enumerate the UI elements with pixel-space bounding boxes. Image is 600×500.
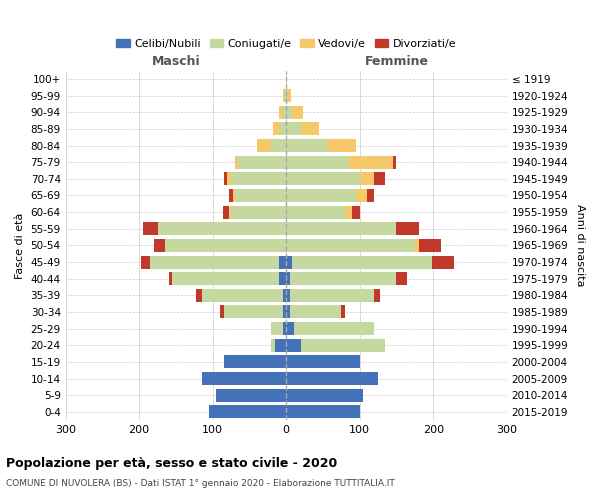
- Bar: [293, 322, 374, 335]
- Bar: [393, 156, 397, 168]
- Bar: [224, 306, 283, 318]
- Bar: [220, 306, 224, 318]
- Bar: [286, 122, 301, 136]
- Bar: [224, 172, 227, 186]
- Bar: [143, 222, 158, 235]
- Bar: [349, 156, 393, 168]
- Bar: [158, 222, 286, 235]
- Bar: [271, 322, 283, 335]
- Y-axis label: Anni di nascita: Anni di nascita: [575, 204, 585, 286]
- Bar: [150, 256, 279, 268]
- Text: Maschi: Maschi: [152, 55, 200, 68]
- Text: Popolazione per età, sesso e stato civile - 2020: Popolazione per età, sesso e stato civil…: [6, 458, 337, 470]
- Bar: [169, 272, 172, 285]
- Bar: [257, 139, 271, 152]
- Bar: [283, 289, 286, 302]
- Bar: [229, 206, 231, 218]
- Bar: [279, 106, 283, 118]
- Bar: [235, 189, 286, 202]
- Bar: [352, 206, 360, 218]
- Bar: [231, 206, 286, 218]
- Bar: [286, 256, 292, 268]
- Bar: [280, 122, 286, 136]
- Bar: [290, 306, 341, 318]
- Bar: [279, 256, 286, 268]
- Bar: [286, 289, 290, 302]
- Bar: [172, 272, 279, 285]
- Bar: [154, 239, 165, 252]
- Bar: [286, 189, 356, 202]
- Bar: [286, 339, 301, 351]
- Bar: [209, 406, 286, 418]
- Bar: [286, 206, 345, 218]
- Bar: [286, 356, 360, 368]
- Bar: [202, 289, 283, 302]
- Legend: Celibi/Nubili, Coniugati/e, Vedovi/e, Divorziati/e: Celibi/Nubili, Coniugati/e, Vedovi/e, Di…: [112, 34, 461, 53]
- Bar: [142, 256, 150, 268]
- Bar: [292, 106, 303, 118]
- Y-axis label: Fasce di età: Fasce di età: [15, 212, 25, 278]
- Text: Femmine: Femmine: [364, 55, 428, 68]
- Bar: [286, 372, 378, 385]
- Bar: [238, 156, 286, 168]
- Bar: [415, 239, 419, 252]
- Bar: [231, 172, 286, 186]
- Bar: [360, 172, 374, 186]
- Bar: [292, 256, 432, 268]
- Bar: [275, 339, 286, 351]
- Bar: [279, 272, 286, 285]
- Bar: [432, 256, 454, 268]
- Bar: [290, 289, 374, 302]
- Bar: [326, 139, 356, 152]
- Bar: [285, 89, 286, 102]
- Text: COMUNE DI NUVOLERA (BS) - Dati ISTAT 1° gennaio 2020 - Elaborazione TUTTITALIA.I: COMUNE DI NUVOLERA (BS) - Dati ISTAT 1° …: [6, 479, 395, 488]
- Bar: [223, 206, 229, 218]
- Bar: [397, 222, 419, 235]
- Bar: [286, 156, 349, 168]
- Bar: [286, 222, 397, 235]
- Bar: [235, 156, 238, 168]
- Bar: [301, 122, 319, 136]
- Bar: [224, 356, 286, 368]
- Bar: [286, 239, 415, 252]
- Bar: [286, 388, 364, 402]
- Bar: [419, 239, 440, 252]
- Bar: [196, 289, 202, 302]
- Bar: [345, 206, 352, 218]
- Bar: [233, 189, 235, 202]
- Bar: [286, 139, 326, 152]
- Bar: [286, 272, 290, 285]
- Bar: [283, 306, 286, 318]
- Bar: [286, 322, 293, 335]
- Bar: [341, 306, 345, 318]
- Bar: [283, 106, 286, 118]
- Bar: [356, 189, 367, 202]
- Bar: [229, 189, 233, 202]
- Bar: [165, 239, 286, 252]
- Bar: [286, 172, 360, 186]
- Bar: [283, 322, 286, 335]
- Bar: [286, 406, 360, 418]
- Bar: [217, 388, 286, 402]
- Bar: [301, 339, 385, 351]
- Bar: [202, 372, 286, 385]
- Bar: [227, 172, 231, 186]
- Bar: [367, 189, 374, 202]
- Bar: [287, 89, 292, 102]
- Bar: [273, 122, 280, 136]
- Bar: [286, 89, 287, 102]
- Bar: [374, 289, 380, 302]
- Bar: [290, 272, 397, 285]
- Bar: [283, 89, 285, 102]
- Bar: [286, 306, 290, 318]
- Bar: [397, 272, 407, 285]
- Bar: [271, 139, 286, 152]
- Bar: [286, 106, 292, 118]
- Bar: [374, 172, 385, 186]
- Bar: [271, 339, 275, 351]
